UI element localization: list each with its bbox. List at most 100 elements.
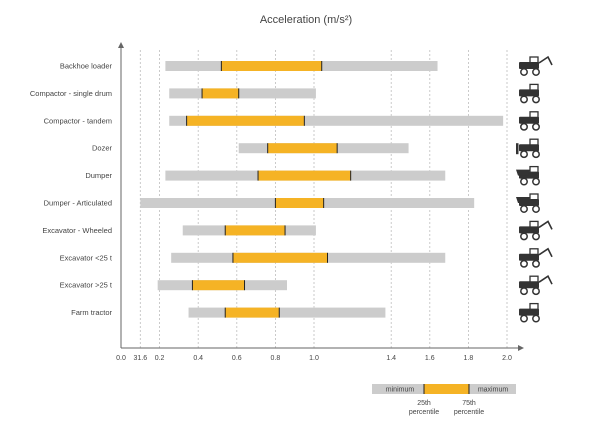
x-tick-label: 1.8 — [464, 355, 474, 362]
icon-wheel — [520, 259, 528, 268]
icon-cab — [529, 111, 539, 119]
icon-wheel — [520, 122, 528, 131]
single-drum-compactor-icon — [519, 83, 540, 104]
category-label: Compactor - tandem — [44, 116, 112, 125]
icon-body — [519, 116, 539, 124]
icon-wheel — [532, 68, 540, 76]
category-label: Excavator <25 t — [60, 253, 113, 262]
x-tick-label: 0.6 — [232, 355, 242, 362]
icon-wheel — [520, 287, 528, 296]
icon-wheel — [532, 150, 540, 159]
backhoe-loader-icon — [519, 55, 553, 76]
icon-wheel — [532, 259, 540, 268]
articulated-dumper-icon — [516, 193, 540, 213]
icon-arm — [538, 55, 553, 66]
interquartile-bar — [267, 143, 338, 154]
category-label: Backhoe loader — [60, 62, 113, 71]
legend-iqr-swatch — [424, 384, 469, 394]
x-axis-arrow — [518, 345, 524, 351]
bars — [140, 61, 504, 318]
legend-p75-label: percentile — [454, 409, 484, 416]
category-labels: Backhoe loader Compactor - single drum Com… — [30, 62, 113, 318]
icon-body — [519, 89, 539, 97]
category-label: Farm tractor — [71, 308, 112, 317]
legend-p75-label: 75th — [462, 400, 476, 407]
icon-cab — [529, 220, 539, 229]
machine-icons — [516, 55, 553, 323]
icon-body — [519, 281, 539, 289]
category-label: Dozer — [92, 144, 113, 153]
icon-wheel — [520, 68, 528, 76]
legend-p25-label: 25th — [417, 400, 431, 407]
tandem-compactor-icon — [519, 111, 540, 131]
icon-cab — [529, 275, 539, 283]
icon-body — [519, 253, 539, 261]
interquartile-bar — [275, 198, 324, 208]
icon-cab — [529, 302, 539, 311]
large-excavator-icon — [519, 275, 553, 296]
x-tick-labels: 0.0 31.6 0.2 0.4 0.6 0.8 1.0 1.4 1.6 1.8 2.0 — [116, 355, 512, 362]
icon-wheel — [532, 287, 540, 296]
category-label: Excavator >25 t — [60, 281, 113, 290]
legend: minimum maximum 25th percentile 75th percenti… — [372, 384, 516, 416]
category-label: Dumper — [85, 171, 112, 180]
x-tick-label: 0.0 — [116, 355, 126, 362]
icon-wheel — [532, 95, 540, 104]
category-label: Dumper - Articulated — [44, 199, 112, 208]
icon-cab — [529, 83, 539, 92]
icon-cab — [529, 248, 539, 256]
icon-body — [519, 144, 539, 152]
icon-wheel — [520, 205, 528, 213]
x-tick-label: 0.8 — [271, 355, 281, 362]
interquartile-bar — [202, 88, 239, 99]
x-tick-label: 1.0 — [309, 355, 319, 362]
farm-tractor-icon — [519, 302, 540, 323]
interquartile-bar — [186, 115, 305, 126]
small-excavator-icon — [519, 247, 553, 268]
legend-maximum-label: maximum — [478, 387, 509, 394]
range-bar — [188, 307, 386, 318]
interquartile-bar — [258, 170, 351, 181]
range-bar — [169, 88, 316, 99]
icon-body — [519, 226, 539, 234]
icon-cab — [529, 138, 539, 146]
dozer-icon — [516, 138, 540, 159]
legend-p25-label: percentile — [409, 409, 439, 416]
icon-bed — [516, 169, 530, 176]
x-tick-label: 0.2 — [155, 355, 165, 362]
interquartile-bar — [225, 225, 286, 236]
legend-minimum-label: minimum — [386, 387, 415, 394]
icon-body — [519, 62, 539, 69]
icon-body — [519, 308, 539, 316]
icon-arm — [538, 247, 553, 258]
interquartile-bar — [192, 280, 245, 291]
x-tick-label: 0.4 — [193, 355, 203, 362]
category-label: Compactor - single drum — [30, 89, 112, 98]
axes — [118, 42, 524, 351]
icon-wheel — [532, 232, 540, 241]
icon-wheel — [520, 150, 528, 159]
interquartile-bar — [221, 61, 322, 71]
chart-title: Acceleration (m/s²) — [260, 14, 352, 26]
category-label: Excavator - Wheeled — [42, 226, 112, 235]
icon-wheel — [532, 314, 540, 323]
icon-arm — [538, 220, 553, 230]
x-tick-label: 1.4 — [386, 355, 396, 362]
icon-wheel — [520, 232, 528, 241]
icon-bed — [516, 197, 530, 203]
icon-blade — [516, 143, 519, 155]
x-tick-label: 2.0 — [502, 355, 512, 362]
interquartile-bar — [232, 252, 328, 263]
x-tick-label: 1.6 — [425, 355, 435, 362]
icon-wheel — [532, 205, 540, 213]
wheeled-excavator-icon — [519, 220, 553, 241]
icon-wheel — [520, 314, 528, 323]
dumper-icon — [516, 165, 540, 186]
icon-wheel — [532, 177, 540, 186]
icon-wheel — [520, 95, 528, 104]
icon-cab — [529, 56, 539, 64]
icon-arm — [538, 275, 553, 285]
range-bar — [169, 115, 504, 126]
x-tick-label: 31.6 — [133, 355, 147, 362]
